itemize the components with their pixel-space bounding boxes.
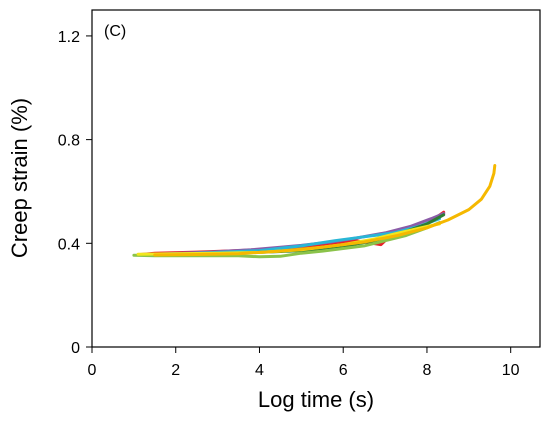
y-axis-title: Creep strain (%) [7, 98, 32, 258]
x-tick-label: 6 [339, 362, 348, 379]
x-axis-ticks: 0 2 4 6 8 10 [88, 347, 520, 379]
x-tick-label: 4 [255, 362, 264, 379]
x-tick-label: 10 [502, 362, 520, 379]
x-tick-label: 8 [423, 362, 432, 379]
y-axis-ticks: 0 0.4 0.8 1.2 [58, 29, 92, 357]
x-tick-label: 2 [171, 362, 180, 379]
x-axis-title: Log time (s) [258, 387, 374, 412]
y-tick-label: 0 [71, 340, 80, 357]
x-tick-label: 0 [88, 362, 97, 379]
series-layer [132, 164, 497, 259]
series-line-7 [153, 164, 497, 257]
y-tick-label: 0.4 [58, 236, 80, 253]
plot-area [91, 9, 541, 348]
y-tick-label: 1.2 [58, 29, 80, 46]
panel-label: (C) [104, 23, 126, 40]
y-tick-label: 0.8 [58, 133, 80, 150]
